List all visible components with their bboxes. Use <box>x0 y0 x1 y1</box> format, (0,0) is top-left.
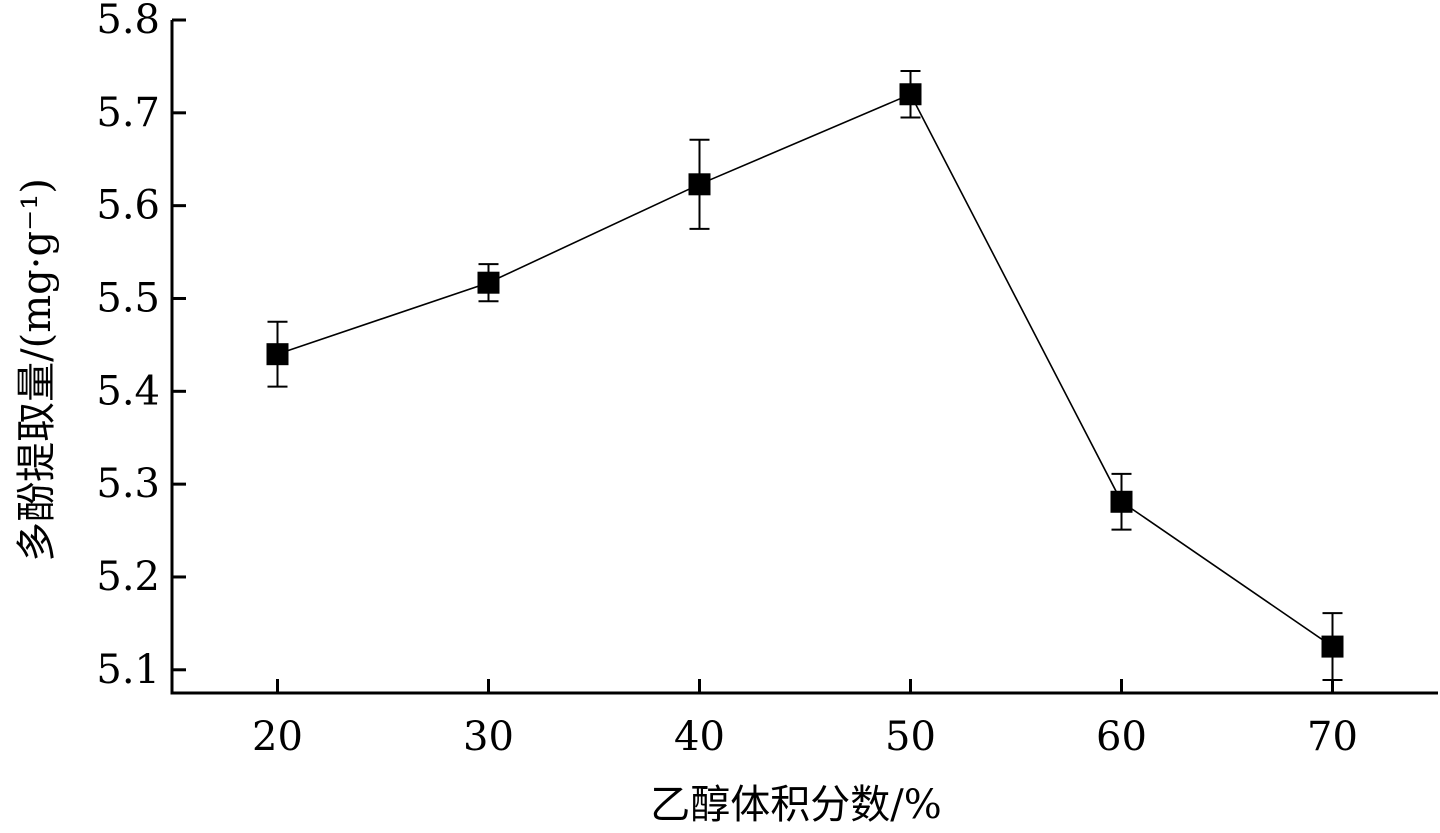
y-tick-label: 5.2 <box>96 554 160 600</box>
plot-area <box>266 70 1344 682</box>
y-tick-label: 5.6 <box>96 183 160 229</box>
y-axis-title: 多酚提取量/(mg·g⁻¹) <box>14 178 60 562</box>
x-tick-label: 40 <box>674 714 725 760</box>
y-tick-label: 5.7 <box>96 90 160 136</box>
x-tick-label: 70 <box>1307 714 1358 760</box>
y-tick-label: 5.3 <box>96 461 160 507</box>
x-axis-title: 乙醇体积分数/% <box>650 782 941 828</box>
x-tick-label: 50 <box>885 714 936 760</box>
x-tick-label: 60 <box>1096 714 1147 760</box>
axes <box>170 20 1438 695</box>
y-tick-label: 5.4 <box>96 368 160 414</box>
y-tick-label: 5.5 <box>96 275 160 321</box>
y-tick-label: 5.8 <box>96 0 160 43</box>
data-point-marker <box>899 83 922 106</box>
x-tick-label: 20 <box>252 714 303 760</box>
data-point-marker <box>477 271 500 294</box>
data-point-marker <box>1321 635 1344 658</box>
x-tick-label: 30 <box>463 714 514 760</box>
series-line <box>277 93 1333 648</box>
data-point-marker <box>1110 490 1133 513</box>
data-point-marker <box>266 343 289 366</box>
x-axis-ticks: 20 30 40 50 60 70 <box>252 679 1358 760</box>
data-point-marker <box>688 173 711 196</box>
y-tick-label: 5.1 <box>96 647 160 693</box>
y-axis-ticks: 5.1 5.2 5.3 5.4 5.5 5.6 5.7 5.8 <box>96 0 186 693</box>
